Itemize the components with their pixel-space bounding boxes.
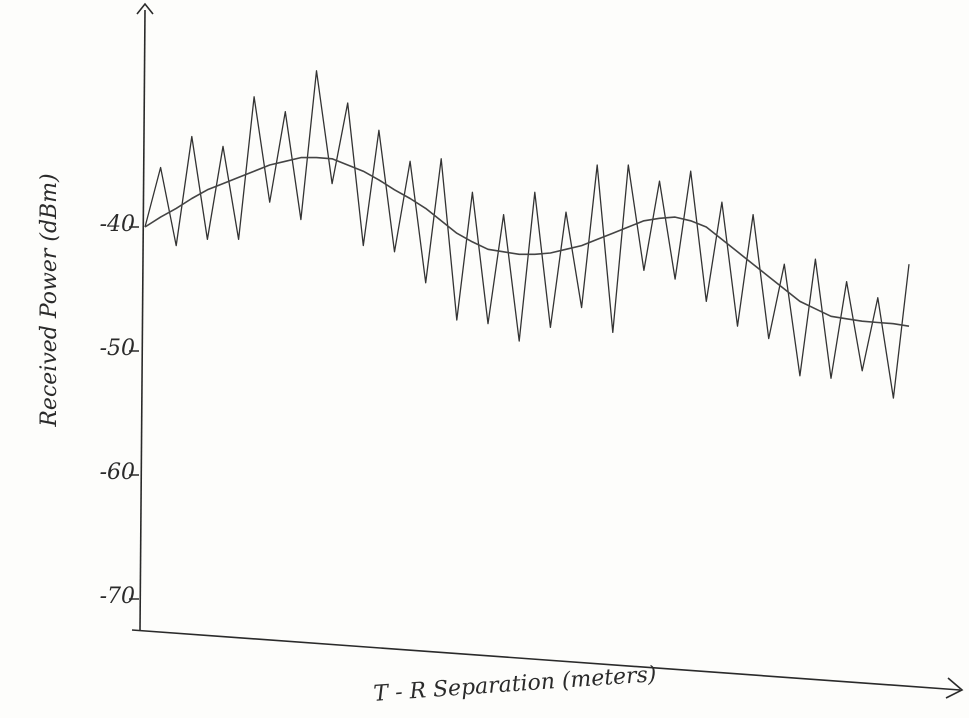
line-series (144, 156, 910, 327)
y-axis-arrow (136, 2, 154, 15)
x-axis-label: T - R Separation (meters) (373, 662, 658, 707)
y-axis-label: Received Power (dBm) (37, 173, 62, 427)
y-axis (139, 9, 146, 631)
y-tick-label: -70 (100, 584, 135, 609)
x-axis-arrow (945, 677, 964, 699)
y-tick-label: -50 (100, 336, 135, 361)
line-series (144, 70, 910, 399)
y-tick-label: -40 (100, 212, 135, 237)
x-axis (131, 629, 961, 691)
y-tick-label: -60 (100, 460, 135, 485)
